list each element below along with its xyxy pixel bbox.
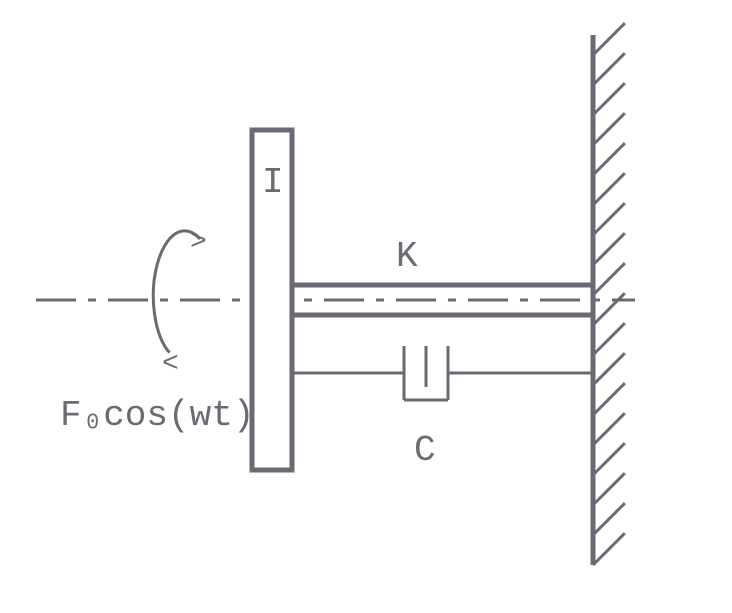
svg-text:<: <	[162, 349, 179, 380]
label-damping: C	[414, 430, 436, 471]
svg-text:>: >	[190, 227, 207, 258]
label-stiffness: K	[396, 236, 418, 277]
torsional-vibration-diagram: > < I K C F₀cos(wt)	[0, 0, 732, 613]
label-forcing: F₀cos(wt)	[60, 395, 254, 436]
label-inertia: I	[262, 162, 284, 203]
